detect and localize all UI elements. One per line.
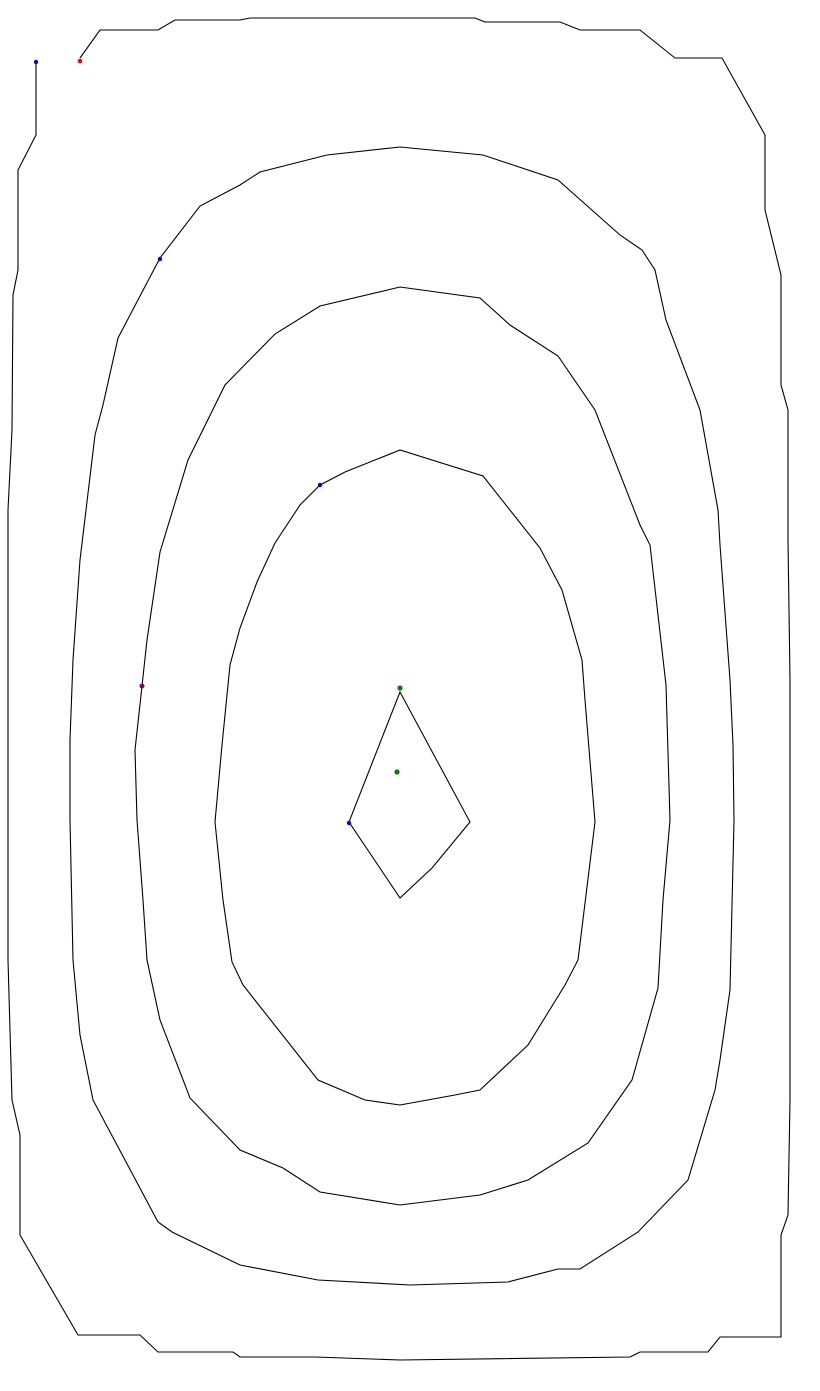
green-marker-peak-center — [394, 769, 400, 775]
contour-line-2 — [69, 146, 735, 1286]
contour-line-3 — [134, 286, 671, 1206]
red-marker-top-left — [77, 58, 83, 64]
blue-marker-inner — [346, 820, 352, 826]
green-marker-peak-top — [397, 685, 403, 691]
contour-line-inner — [348, 690, 471, 899]
contour-line-outer — [7, 17, 791, 1361]
purple-marker-contour-2 — [139, 683, 145, 689]
contour-line-4 — [214, 449, 596, 1106]
blue-marker-top-left — [33, 59, 39, 65]
blue-marker-contour-4 — [317, 482, 323, 488]
blue-marker-contour-2 — [157, 256, 163, 262]
